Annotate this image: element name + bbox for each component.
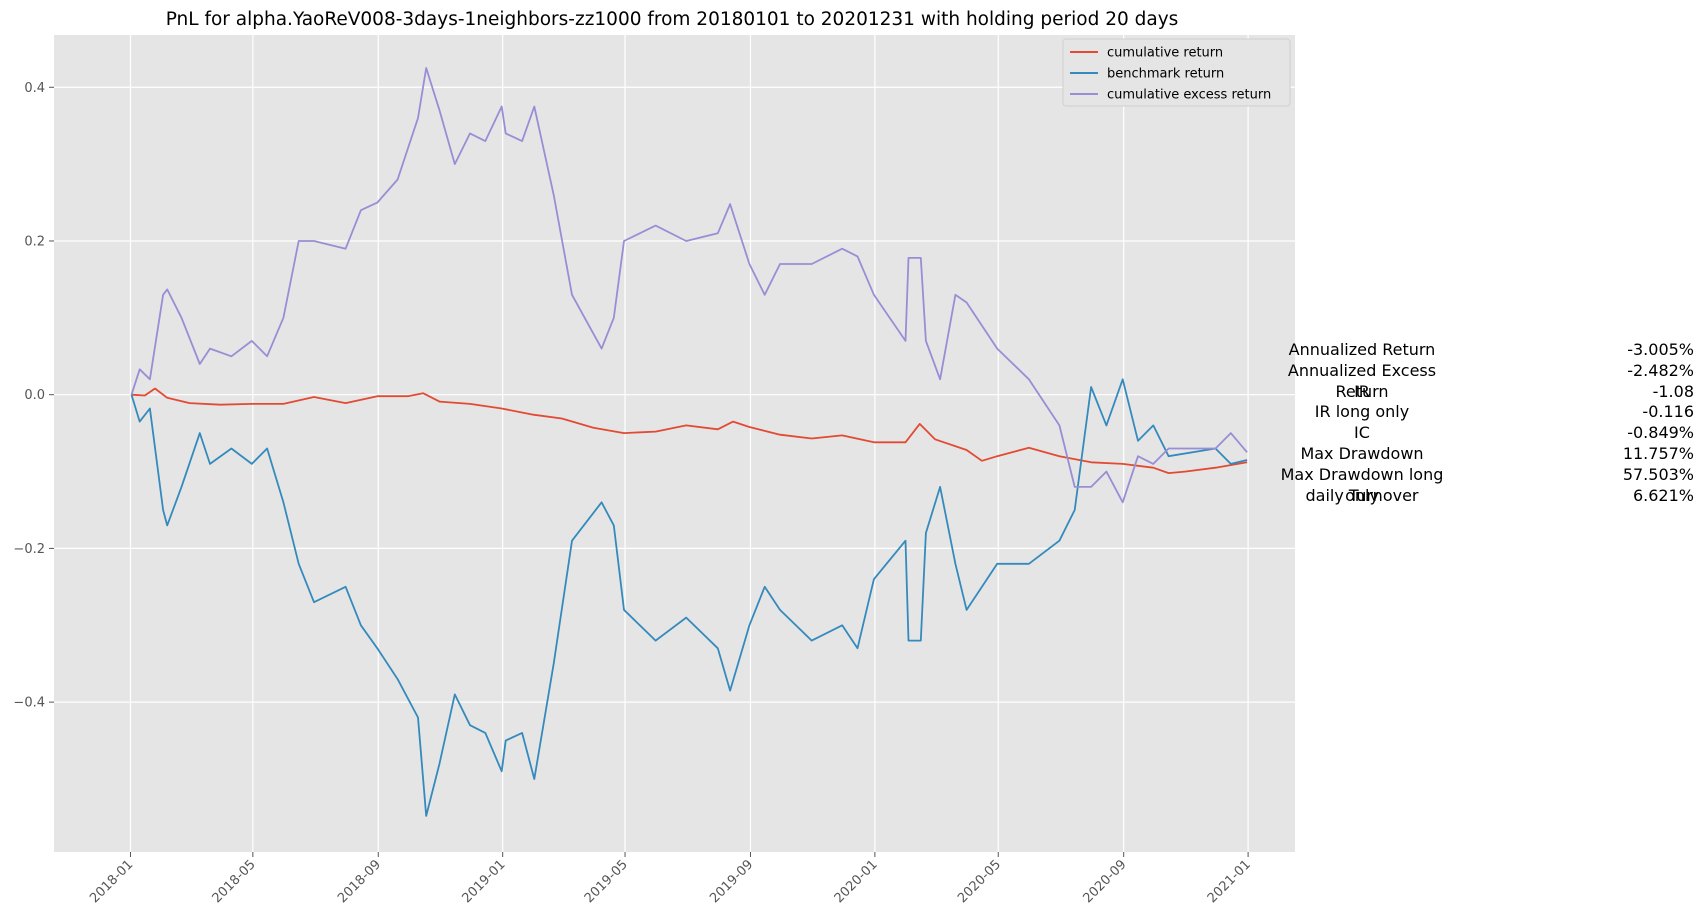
stat-label: IR long only	[1314, 402, 1410, 422]
series-line-cumulative-return	[131, 387, 1248, 474]
stat-row-ir: IR -1.08	[1262, 382, 1694, 403]
x-axis-ticks: 2018-01 2018-05 2018-09 2019-01 2019-05 2019-…	[87, 852, 1254, 906]
stat-row-max-drawdown-long-only: Max Drawdown long only 57.503%	[1262, 464, 1694, 505]
stat-value: -3.005%	[1627, 340, 1694, 359]
stat-row-max-drawdown: Max Drawdown 11.757%	[1262, 444, 1694, 465]
x-tick-label: 2018-09	[335, 857, 384, 906]
legend-label-cumulative-return: cumulative return	[1107, 46, 1223, 61]
stat-row-annualized-excess-return: Annualized Excess Return -2.482%	[1262, 360, 1694, 401]
stat-label: IC	[1354, 423, 1370, 443]
x-tick-label: 2019-09	[707, 857, 756, 906]
stat-label: Max Drawdown	[1300, 443, 1424, 463]
legend-label-cumulative-excess-return: cumulative excess return	[1107, 88, 1271, 103]
x-tick-label: 2021-01	[1205, 857, 1254, 906]
x-tick-label: 2019-01	[459, 857, 508, 906]
y-tick-label: 0.4	[24, 81, 45, 96]
stat-row-daily-turnover: daily Turnover 6.621%	[1262, 486, 1694, 507]
x-tick-label: 2020-05	[955, 857, 1004, 906]
series-line-benchmark-return	[130, 378, 1248, 817]
legend-label-benchmark-return: benchmark return	[1107, 67, 1224, 82]
x-tick-label: 2018-01	[87, 857, 136, 906]
y-tick-label: −0.4	[13, 696, 45, 711]
x-tick-label: 2019-05	[582, 857, 631, 906]
series-line-cumulative-excess-return	[130, 67, 1248, 504]
x-tick-label: 2020-01	[832, 857, 881, 906]
stat-label: Annualized Excess Return	[1287, 360, 1437, 401]
y-tick-label: −0.2	[13, 542, 45, 557]
y-tick-label: 0.0	[24, 388, 45, 403]
series-lines	[130, 67, 1248, 817]
x-tick-label: 2020-09	[1080, 857, 1129, 906]
grid-lines	[54, 35, 1295, 852]
stat-value: -0.116	[1642, 402, 1694, 422]
stat-value: 11.757%	[1622, 443, 1694, 463]
x-tick-label: 2018-05	[210, 857, 259, 906]
legend-box	[1062, 38, 1291, 107]
stat-row-ir-long-only: IR long only -0.116	[1262, 402, 1694, 423]
plot-background	[54, 35, 1295, 852]
stat-value: 6.621%	[1632, 485, 1694, 505]
stat-label: IR	[1354, 381, 1370, 401]
chart-title: PnL for alpha.YaoReV008-3days-1neighbors…	[166, 9, 1179, 30]
stat-row-ic: IC -0.849%	[1262, 423, 1694, 444]
stat-label: Annualized Return	[1288, 340, 1436, 359]
stat-value: -2.482%	[1627, 360, 1694, 380]
y-tick-label: 0.2	[24, 234, 45, 249]
stat-value: -0.849%	[1627, 423, 1694, 443]
stats-table: Annualized Return -3.005% Annualized Exc…	[1262, 340, 1694, 506]
legend: cumulative return benchmark return cumul…	[1062, 38, 1291, 107]
stat-value: -1.08	[1652, 381, 1694, 401]
stat-label: Max Drawdown long only	[1280, 464, 1444, 505]
y-axis-ticks: 0.4 0.2 0.0 −0.2 −0.4	[13, 81, 54, 711]
stat-value: 57.503%	[1622, 464, 1694, 484]
stat-row-annualized-return: Annualized Return -3.005%	[1262, 340, 1694, 361]
stat-label: daily Turnover	[1305, 485, 1419, 505]
